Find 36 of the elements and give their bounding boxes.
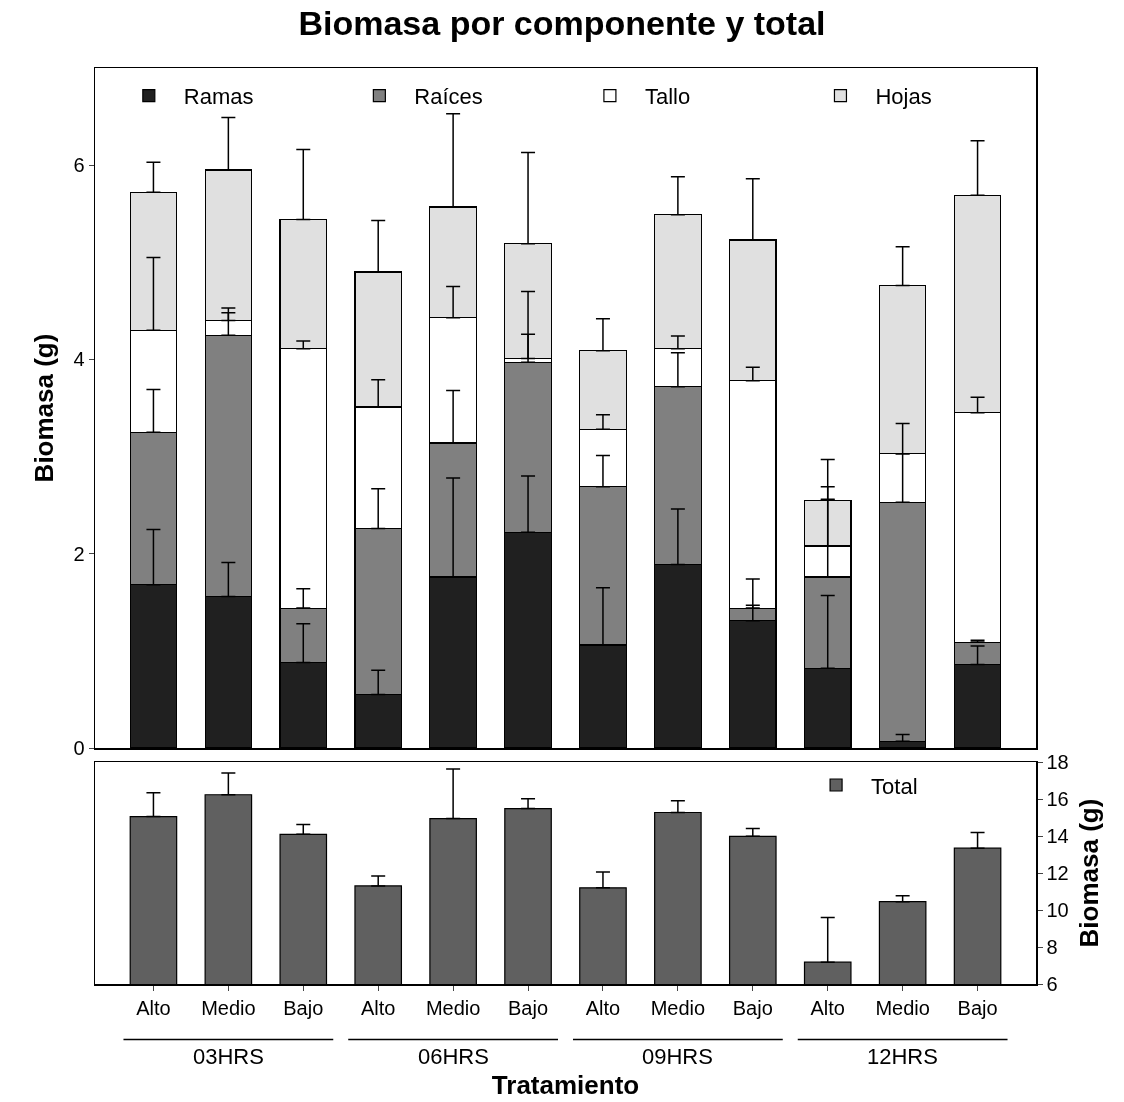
text: 09HRS [642, 1044, 713, 1069]
legend-label: Ramas [183, 84, 254, 110]
x-tick-label: Bajo [957, 996, 998, 1019]
legend-label: Total [871, 773, 918, 799]
legend-label: Raíces [414, 84, 483, 110]
y-tick-label: 14 [1046, 825, 1069, 847]
x-tick-label: Medio [201, 996, 256, 1019]
x-tick-label: Bajo [508, 996, 549, 1019]
y-tick-label: 6 [1046, 973, 1058, 995]
y-tick-label: 16 [1046, 788, 1069, 810]
x-tick-label: Alto [136, 996, 171, 1019]
x-tick-label: Alto [810, 996, 845, 1019]
y-tick-label: 0 [73, 737, 85, 759]
text: 03HRS [193, 1044, 264, 1069]
x-tick-label: Alto [585, 996, 621, 1019]
y-tick-label: 4 [73, 348, 85, 371]
y-tick-label: 6 [73, 154, 85, 177]
y-tick-label: 10 [1046, 899, 1069, 921]
text: 12HRS [867, 1044, 938, 1069]
x-tick-label: Bajo [283, 996, 324, 1019]
text: 06HRS [418, 1044, 489, 1069]
legend-label: Hojas [875, 84, 932, 110]
x-tick-label: Bajo [732, 996, 773, 1019]
legend-label: Tallo [644, 84, 691, 110]
chart-title: Biomasa por componente y total [298, 4, 826, 43]
x-axis-title: Tratamiento [491, 1069, 640, 1100]
y-axis-title: Biomasa (g) [29, 333, 60, 483]
y-axis-title: Biomasa (g) [1074, 798, 1105, 948]
x-tick-label: Alto [360, 996, 396, 1019]
x-tick-label: Medio [425, 996, 481, 1019]
y-tick-label: 12 [1046, 862, 1069, 884]
x-tick-label: Medio [875, 996, 930, 1019]
y-tick-label: 8 [1046, 936, 1058, 958]
x-tick-label: Medio [650, 996, 706, 1019]
y-tick-label: 18 [1046, 751, 1069, 773]
y-tick-label: 2 [73, 542, 85, 565]
